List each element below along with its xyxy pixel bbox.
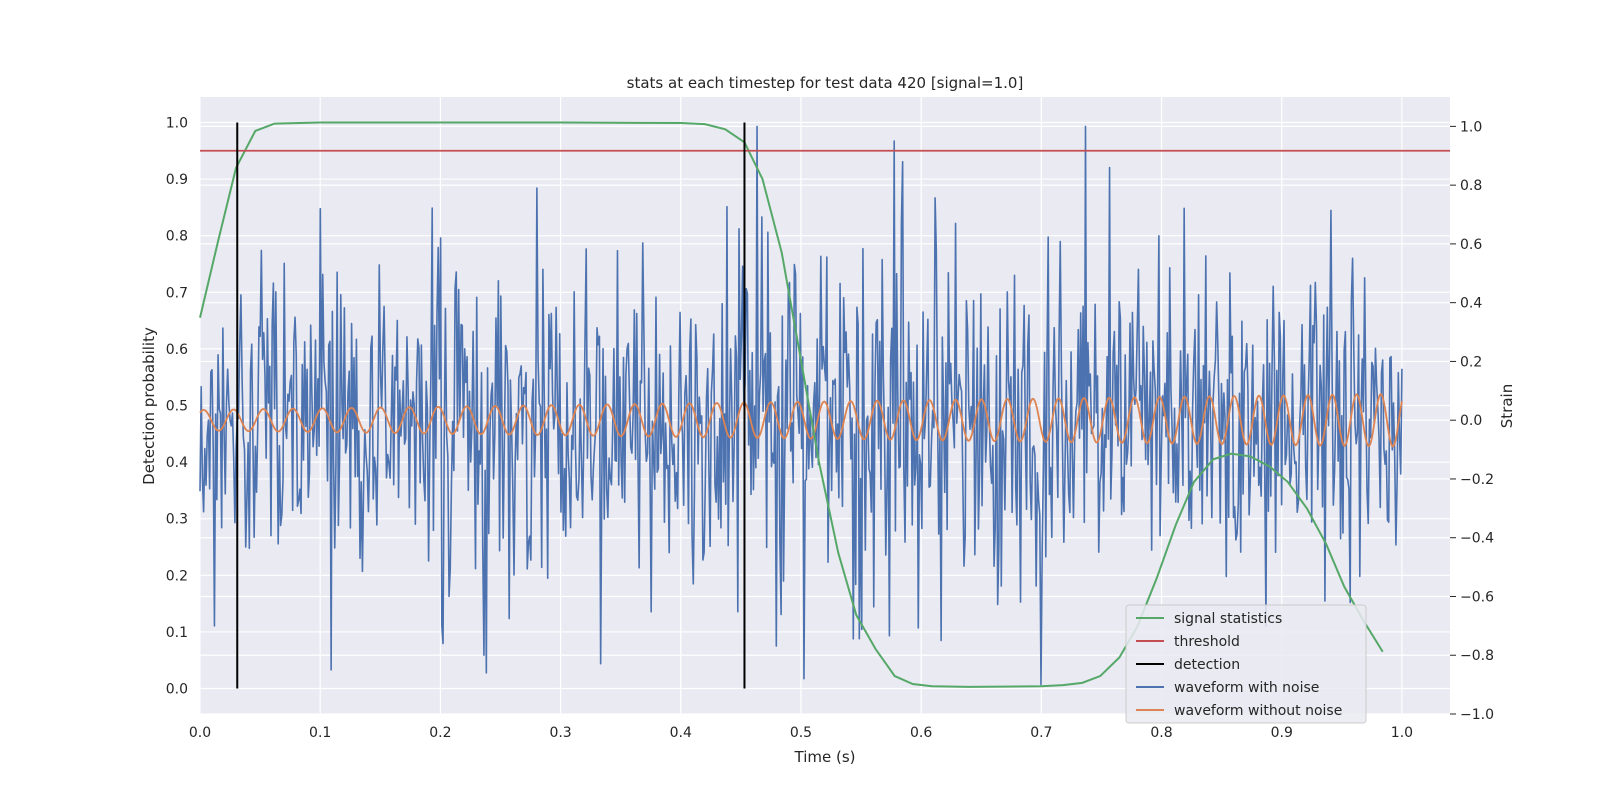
x-tick-label: 0.1 (309, 725, 331, 741)
y-tick-label-right: −0.6 (1460, 589, 1494, 605)
x-tick-label: 0.0 (189, 725, 211, 741)
y-tick-label-right: 1.0 (1460, 119, 1482, 135)
legend-label-signal-statistics: signal statistics (1174, 611, 1282, 627)
y-axis-label-right: Strain (1498, 384, 1516, 428)
x-tick-label: 0.4 (670, 725, 692, 741)
y-tick-label-left: 0.9 (166, 172, 188, 188)
y-tick-label-right: −0.4 (1460, 531, 1494, 547)
y-tick-label-right: −0.2 (1460, 472, 1494, 488)
x-tick-label: 0.2 (429, 725, 451, 741)
legend-label-detection: detection (1174, 657, 1240, 673)
y-tick-label-left: 0.3 (166, 512, 188, 528)
y-tick-label-right: 0.6 (1460, 237, 1482, 253)
x-tick-label: 0.8 (1150, 725, 1172, 741)
series-waveform-without-noise (199, 392, 1403, 448)
y-tick-label-left: 0.6 (166, 342, 188, 358)
legend-box (1125, 604, 1367, 724)
series-signal-statistics (199, 121, 1384, 688)
x-axis-label: Time (s) (794, 748, 856, 766)
x-tick-label: 0.7 (1030, 725, 1052, 741)
y-tick-label-left: 0.5 (166, 399, 188, 415)
y-tick-label-left: 0.7 (166, 285, 188, 301)
y-tick-label-left: 0.0 (166, 682, 188, 698)
y-tick-label-left: 0.1 (166, 625, 188, 641)
x-tick-label: 1.0 (1391, 725, 1413, 741)
y-tick-label-left: 0.8 (166, 229, 188, 245)
y-tick-label-right: 0.0 (1460, 413, 1482, 429)
y-tick-label-right: −0.8 (1460, 648, 1494, 664)
x-tick-label: 0.9 (1271, 725, 1293, 741)
y-tick-label-left: 1.0 (166, 115, 188, 131)
y-tick-label-right: 0.2 (1460, 354, 1482, 370)
y-tick-label-right: 0.4 (1460, 296, 1482, 312)
y-tick-label-left: 0.2 (166, 568, 188, 584)
x-tick-label: 0.3 (549, 725, 571, 741)
y-tick-label-left: 0.4 (166, 455, 188, 471)
y-axis-label-left: Detection probability (140, 327, 158, 485)
series-layer (199, 121, 1450, 689)
chart-title: stats at each timestep for test data 420… (627, 74, 1024, 92)
legend-label-waveform-with-noise: waveform with noise (1174, 680, 1319, 696)
legend-label-waveform-without-noise: waveform without noise (1174, 703, 1342, 719)
series-waveform-with-noise (199, 125, 1403, 686)
ticks: 0.0 0.1 0.2 0.3 0.4 0.5 0.6 0.7 0.8 0.9 1.0 0.0 0.1 0… (166, 115, 1494, 741)
x-tick-label: 0.6 (910, 725, 932, 741)
legend-label-threshold: threshold (1174, 634, 1240, 650)
x-tick-label: 0.5 (790, 725, 812, 741)
y-tick-label-right: −1.0 (1460, 707, 1494, 723)
legend: signal statistics threshold detection wa… (1125, 604, 1367, 724)
y-tick-label-right: 0.8 (1460, 178, 1482, 194)
